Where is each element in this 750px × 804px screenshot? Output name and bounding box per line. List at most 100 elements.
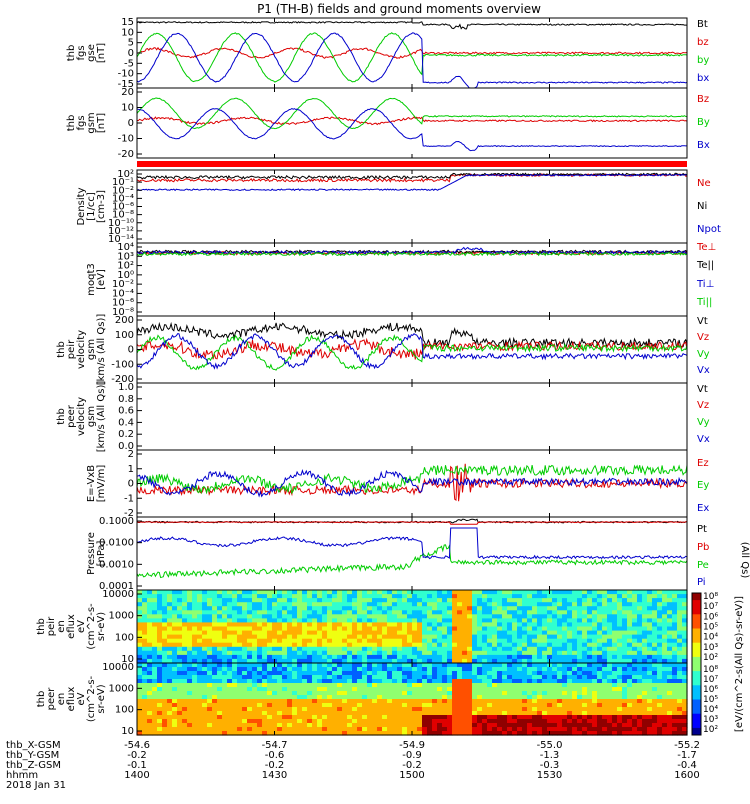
spectrogram-cell <box>217 711 223 716</box>
spectrogram-cell <box>662 715 668 720</box>
spectrogram-cell <box>497 691 503 696</box>
spectrogram-cell <box>412 727 418 732</box>
spectrogram-cell <box>327 727 333 732</box>
spectrogram-cell <box>662 703 668 708</box>
spectrogram-cell <box>467 646 473 652</box>
spectrogram-cell <box>287 691 293 696</box>
spectrogram-cell <box>407 675 413 680</box>
spectrogram-cell <box>197 667 203 672</box>
spectrogram-cell <box>367 658 373 664</box>
colorbar-cell <box>692 664 701 667</box>
y-tick-label: 10000 <box>102 662 134 673</box>
spectrogram-cell <box>387 642 393 648</box>
spectrogram-cell <box>302 626 308 632</box>
spectrogram-cell <box>147 626 153 632</box>
spectrogram-cell <box>167 675 173 680</box>
spectrogram-cell <box>177 663 183 668</box>
spectrogram-cell <box>137 590 143 595</box>
spectrogram-cell <box>552 602 558 607</box>
x-row-value: -1.3 <box>540 750 560 761</box>
spectrogram-cell <box>557 691 563 696</box>
spectrogram-cell <box>637 723 643 728</box>
series-line-vx <box>136 332 688 370</box>
spectrogram-cell <box>582 671 588 676</box>
spectrogram-cell <box>312 663 318 668</box>
spectrogram-cell <box>322 618 328 624</box>
spectrogram-cell <box>537 610 543 615</box>
spectrogram-cell <box>272 723 278 728</box>
spectrogram-cell <box>147 671 153 676</box>
spectrogram-cell <box>452 711 458 716</box>
spectrogram-cell <box>297 614 303 619</box>
spectrogram-cell <box>267 630 273 636</box>
spectrogram-cell <box>577 606 583 611</box>
spectrogram-cell <box>492 691 498 696</box>
spectrogram-cell <box>502 731 508 736</box>
spectrogram-cell <box>252 650 258 656</box>
spectrogram-cell <box>322 671 328 676</box>
spectrogram-cell <box>587 667 593 672</box>
spectrogram-cell <box>332 675 338 680</box>
spectrogram-cell <box>492 707 498 712</box>
spectrogram-cell <box>302 658 308 664</box>
spectrogram-cell <box>262 691 268 696</box>
spectrogram-cell <box>302 723 308 728</box>
spectrogram-cell <box>352 654 358 660</box>
spectrogram-cell <box>562 675 568 680</box>
spectrogram-cell <box>602 626 608 632</box>
spectrogram-cell <box>637 658 643 664</box>
spectrogram-cell <box>417 695 423 700</box>
spectrogram-cell <box>277 650 283 656</box>
spectrogram-cell <box>457 707 463 712</box>
spectrogram-cell <box>357 634 363 640</box>
spectrogram-cell <box>392 667 398 672</box>
spectrogram-cell <box>582 606 588 611</box>
spectrogram-cell <box>407 699 413 704</box>
spectrogram-cell <box>632 699 638 704</box>
spectrogram-cell <box>412 699 418 704</box>
spectrogram-cell <box>182 618 188 624</box>
spectrogram-cell <box>497 598 503 603</box>
spectrogram-cell <box>622 727 628 732</box>
spectrogram-cell <box>277 703 283 708</box>
spectrogram-cell <box>437 671 443 676</box>
colorbar-cell <box>692 652 701 656</box>
spectrogram-cell <box>342 731 348 736</box>
spectrogram-cell <box>257 590 263 595</box>
spectrogram-cell <box>622 658 628 664</box>
spectrogram-cell <box>492 610 498 615</box>
spectrogram-cell <box>557 654 563 660</box>
spectrogram-cell <box>522 642 528 648</box>
spectrogram-cell <box>247 667 253 672</box>
spectrogram-cell <box>382 602 388 607</box>
spectrogram-cell <box>562 695 568 700</box>
spectrogram-cell <box>607 707 613 712</box>
y-tick-label: -200 <box>111 374 134 385</box>
spectrogram-cell <box>277 630 283 636</box>
spectrogram-cell <box>387 634 393 640</box>
y-tick-label: 0 <box>128 118 134 129</box>
spectrogram-cell <box>467 658 473 664</box>
spectrogram-cell <box>337 654 343 660</box>
spectrogram-cell <box>432 590 438 595</box>
spectrogram-cell <box>232 642 238 648</box>
spectrogram-cell <box>177 679 183 684</box>
spectrogram-cell <box>317 687 323 692</box>
spectrogram-cell <box>237 675 243 680</box>
spectrogram-cell <box>447 707 453 712</box>
spectrogram-cell <box>257 646 263 652</box>
spectrogram-cell <box>352 671 358 676</box>
spectrogram-cell <box>457 618 463 624</box>
spectrogram-cell <box>382 719 388 724</box>
spectrogram-cell <box>242 630 248 636</box>
spectrogram-cell <box>582 594 588 599</box>
spectrogram-cell <box>147 719 153 724</box>
spectrogram-cell <box>137 626 143 632</box>
spectrogram-cell <box>207 626 213 632</box>
spectrogram-cell <box>602 610 608 615</box>
spectrogram-cell <box>472 614 478 619</box>
spectrogram-cell <box>497 594 503 599</box>
spectrogram-cell <box>357 707 363 712</box>
spectrogram-cell <box>172 606 178 611</box>
series-line-ti <box>136 251 688 257</box>
